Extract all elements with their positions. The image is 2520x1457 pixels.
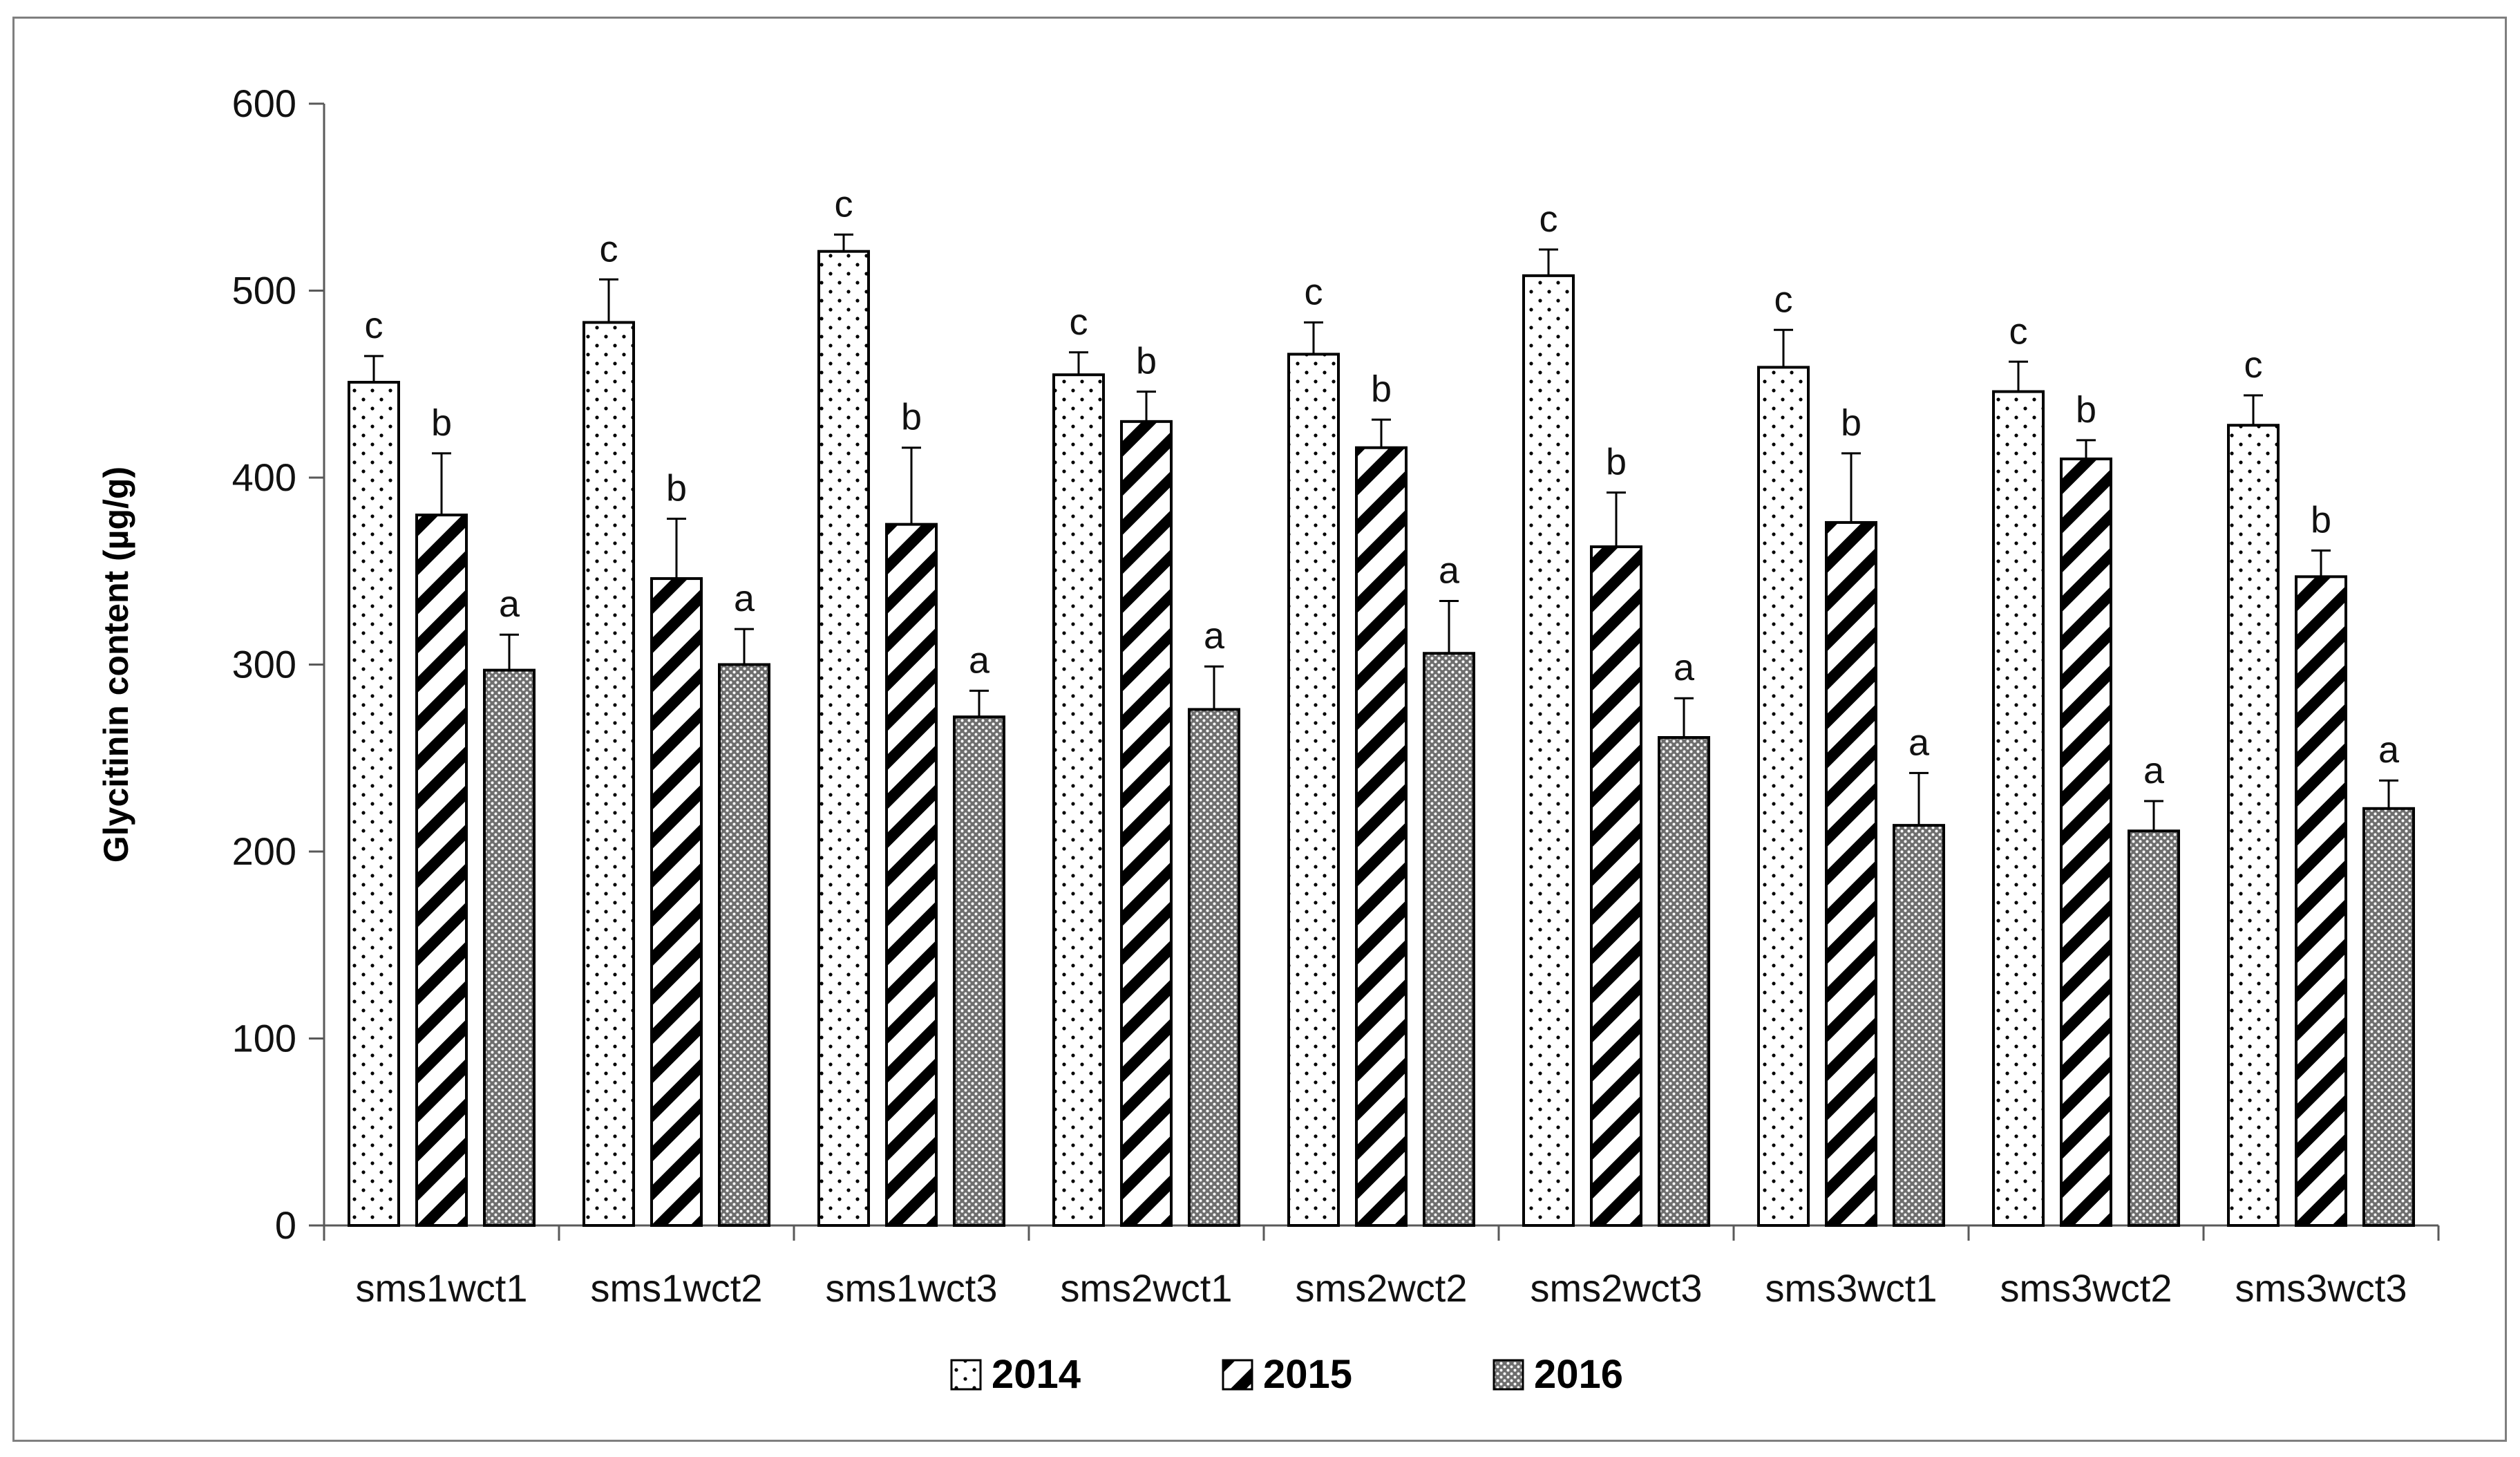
significance-label: b bbox=[666, 468, 687, 509]
significance-label: a bbox=[1674, 647, 1695, 688]
legend-label-2015: 2015 bbox=[1263, 1352, 1352, 1397]
significance-label: b bbox=[1136, 341, 1157, 382]
significance-label: a bbox=[734, 578, 755, 619]
x-tick-label: sms1wct2 bbox=[591, 1266, 763, 1310]
y-tick-label: 100 bbox=[232, 1017, 296, 1060]
labels: c c c c c c c c c b b b b b b b b b a a a a a a a a a bbox=[365, 183, 2400, 791]
x-tick-label: sms3wct1 bbox=[1765, 1266, 1938, 1310]
x-tick-label: sms2wct1 bbox=[1061, 1266, 1233, 1310]
bar-2015 bbox=[1590, 545, 1642, 1227]
y-tick-label: 300 bbox=[232, 643, 296, 686]
bar-2014 bbox=[1522, 274, 1575, 1227]
significance-label: a bbox=[2143, 750, 2165, 791]
bar-2014 bbox=[1287, 352, 1340, 1227]
significance-label: b bbox=[2076, 389, 2096, 431]
legend-label-2014: 2014 bbox=[992, 1352, 1081, 1397]
bar-2016 bbox=[953, 715, 1005, 1227]
legend: 2014 2015 2016 bbox=[950, 1352, 1623, 1397]
significance-label: c bbox=[600, 228, 618, 270]
significance-label: b bbox=[1841, 402, 1861, 444]
bars bbox=[348, 233, 2415, 1228]
significance-label: b bbox=[2311, 499, 2331, 540]
bar-2016 bbox=[483, 668, 536, 1227]
bar-2016 bbox=[2362, 807, 2415, 1228]
significance-label: c bbox=[2009, 310, 2028, 352]
significance-label: b bbox=[1371, 368, 1392, 410]
bar-2016 bbox=[718, 663, 770, 1227]
bar-2014 bbox=[348, 381, 400, 1227]
x-tick-label: sms3wct2 bbox=[2000, 1266, 2172, 1310]
y-axis-title: Glycitinin content (µg/g) bbox=[97, 467, 135, 863]
significance-label: c bbox=[1774, 279, 1793, 320]
legend-label-2016: 2016 bbox=[1534, 1352, 1623, 1397]
bar-2016 bbox=[1188, 708, 1240, 1228]
significance-label: c bbox=[365, 305, 383, 346]
y-tick-label: 500 bbox=[232, 269, 296, 312]
x-tick-label: sms3wct3 bbox=[2235, 1266, 2407, 1310]
significance-label: c bbox=[835, 183, 853, 225]
bar-2014 bbox=[1992, 390, 2045, 1228]
significance-label: b bbox=[1606, 442, 1627, 483]
bar-2014 bbox=[2227, 424, 2280, 1227]
significance-label: a bbox=[1204, 615, 1225, 657]
bar-2015 bbox=[650, 577, 703, 1227]
y-tick-label: 400 bbox=[232, 455, 296, 499]
significance-label: a bbox=[1908, 722, 1930, 763]
x-tick-label: sms1wct1 bbox=[356, 1266, 528, 1310]
bar-2015 bbox=[1120, 420, 1173, 1227]
bar-2015 bbox=[1825, 520, 1877, 1227]
y-tick-label: 200 bbox=[232, 829, 296, 873]
significance-label: b bbox=[431, 402, 452, 444]
bar-2014 bbox=[1757, 366, 1810, 1227]
legend-swatch-2014 bbox=[950, 1359, 982, 1391]
significance-label: c bbox=[2244, 344, 2263, 386]
bar-2015 bbox=[885, 523, 938, 1227]
significance-label: c bbox=[1070, 301, 1088, 343]
bar-2015 bbox=[2295, 575, 2347, 1227]
x-tick-label: sms1wct3 bbox=[826, 1266, 998, 1310]
bar-2014 bbox=[1052, 373, 1105, 1227]
bar-2016 bbox=[1423, 652, 1475, 1227]
x-tick-label: sms2wct2 bbox=[1296, 1266, 1468, 1310]
significance-label: a bbox=[1439, 550, 1460, 592]
bar-2015 bbox=[415, 514, 468, 1227]
bar-2015 bbox=[1355, 446, 1408, 1227]
legend-swatch-2015 bbox=[1222, 1359, 1253, 1391]
y-tick-label: 600 bbox=[232, 82, 296, 125]
significance-label: c bbox=[1305, 271, 1323, 312]
significance-label: a bbox=[969, 639, 990, 681]
bar-2016 bbox=[2128, 829, 2180, 1227]
significance-label: a bbox=[499, 583, 520, 625]
bar-2014 bbox=[817, 250, 870, 1228]
bar-2014 bbox=[582, 321, 635, 1227]
bar-2016 bbox=[1658, 735, 1710, 1227]
x-tick-label: sms2wct3 bbox=[1531, 1266, 1703, 1310]
significance-label: a bbox=[2378, 729, 2400, 771]
significance-label: b bbox=[901, 397, 922, 438]
significance-label: c bbox=[1540, 198, 1558, 240]
bar-2015 bbox=[2060, 457, 2112, 1228]
legend-swatch-2016 bbox=[1493, 1359, 1524, 1391]
y-tick-label: 0 bbox=[275, 1203, 296, 1247]
bar-2016 bbox=[1893, 824, 1945, 1227]
